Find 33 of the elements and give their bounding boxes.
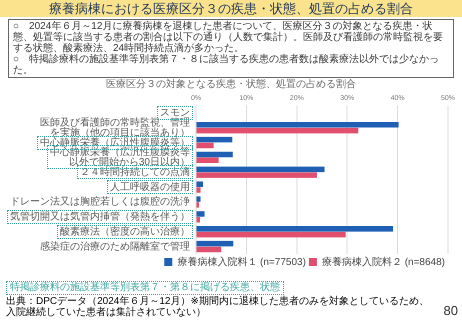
chart-subtitle: 医療区分３の対象となる疾患・状態、処置の占める割合 [105, 79, 357, 91]
bar [196, 142, 214, 148]
text: ○ 2024年６月～12月に療養病棟を退棟した患者について、医療区分３の対象となる疾患・状態、処置等に該当する患者の割合は以下の通り（人数で集計）。医師及び看護師の常時監視を要する状態、酸素療法、24時間持続点滴が多かった。 [13, 21, 444, 54]
bar [196, 246, 222, 252]
bar [196, 216, 200, 222]
bar [196, 166, 325, 172]
y-tick-label: ドレーン法又は胸腔若しくは腹腔の洗浄 [10, 196, 190, 208]
y-tick-label: 感染症の治療のため隔離室で管理 [40, 240, 190, 252]
y-tick-label: 人工呼吸器の使用 [110, 180, 190, 193]
bar [196, 152, 233, 158]
text: ○ 特掲診療料の施設基準等別表第７・８に該当する疾患の患者数は酸素療法以外では少なかった。 [13, 54, 440, 76]
bar [196, 136, 232, 142]
bar [196, 187, 201, 193]
source-note: 出典：DPCデータ（2024年６月～12月）※期間内に退棟した患者のみを対象としているため、入院継続していた患者は集計されていない） [6, 296, 430, 318]
bar [196, 211, 205, 217]
text: 80 [444, 303, 458, 318]
chart-title: 療養病棟における医療区分３の疾患・状態、処置の占める割合 [0, 0, 462, 17]
bar [196, 196, 201, 202]
text: 特掲診療料の施設基準等別表第７・第８に掲げる疾患、状態 [6, 281, 284, 295]
bar [196, 158, 219, 164]
legend-label: 療養病棟入院料２ (n=8648) [322, 256, 446, 268]
y-tick-label: 気管切開又は気管内挿管（発熱を伴う） [10, 210, 190, 223]
bar [196, 240, 234, 246]
legend-label: 療養病棟入院料１ (n=77503) [177, 256, 306, 268]
bar [196, 128, 358, 134]
bar [196, 122, 399, 128]
bar [196, 232, 346, 238]
y-tick-label: スモン [160, 108, 190, 119]
y-tick-label: 酸素療法（密度の高い治療） [60, 225, 190, 238]
bar [196, 172, 317, 178]
bar [196, 202, 200, 208]
bar [196, 226, 394, 232]
bar [196, 181, 204, 187]
